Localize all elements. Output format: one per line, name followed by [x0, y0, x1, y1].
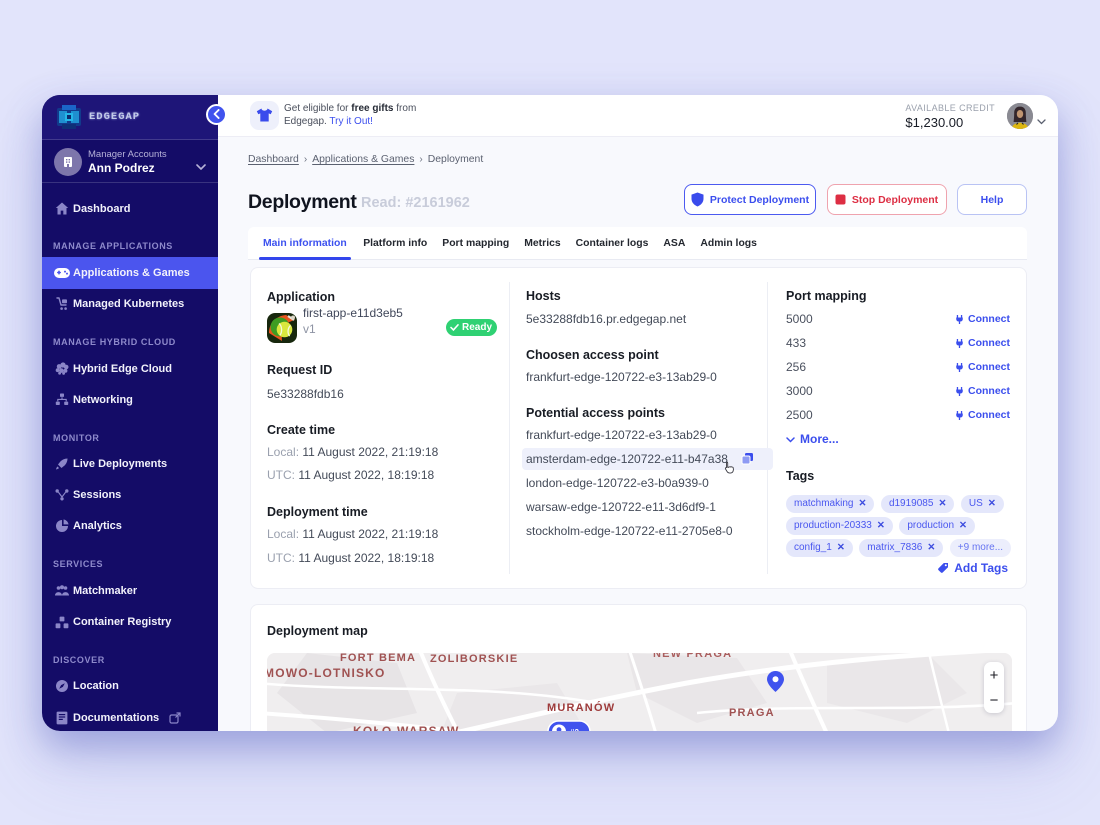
svg-text:ZOLIBORSKIE: ZOLIBORSKIE [430, 653, 518, 665]
svg-text:PRAGA: PRAGA [729, 707, 775, 719]
svg-text:#2: #2 [570, 728, 579, 731]
svg-text:NEW PRAGA: NEW PRAGA [653, 653, 732, 660]
svg-text:FORT BEMA: FORT BEMA [340, 653, 416, 664]
svg-text:MOWO-LOTNISKO: MOWO-LOTNISKO [267, 666, 386, 680]
svg-text:KOŁO WARSAW: KOŁO WARSAW [353, 724, 460, 731]
svg-text:MURANÓW: MURANÓW [547, 701, 615, 714]
